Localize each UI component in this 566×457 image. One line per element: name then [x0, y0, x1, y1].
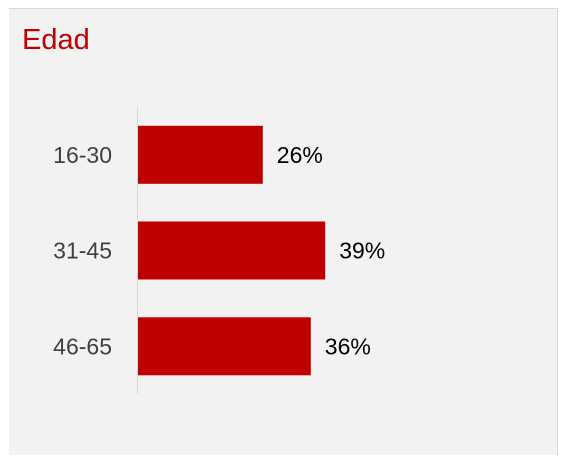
bar-46-65 — [138, 317, 311, 376]
category-label-46-65: 46-65 — [53, 333, 112, 359]
chart-title: Edad — [22, 24, 90, 56]
category-label-31-45: 31-45 — [53, 238, 112, 264]
value-label-31-45: 39% — [339, 238, 385, 264]
value-label-16-30: 26% — [277, 142, 323, 168]
category-label-16-30: 16-30 — [53, 142, 112, 168]
value-label-46-65: 36% — [325, 333, 371, 359]
bar-16-30 — [138, 125, 263, 184]
bar-31-45 — [138, 221, 326, 280]
